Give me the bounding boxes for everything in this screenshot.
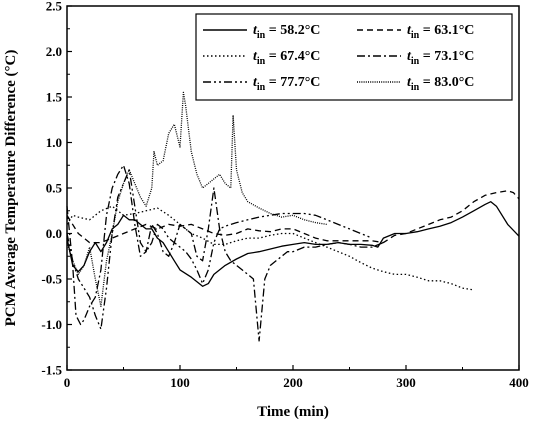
y-tick-label: 1.5	[46, 90, 63, 105]
series-layer	[66, 91, 520, 342]
legend-label: tin = 73.1°C	[407, 49, 474, 67]
series-line-5	[66, 169, 373, 330]
series-line-1	[66, 201, 520, 287]
x-tick-label: 400	[509, 375, 529, 390]
y-tick-label: -1.0	[41, 317, 62, 332]
legend-label: tin = 83.0°C	[407, 75, 474, 93]
series-line-6	[66, 91, 328, 307]
x-tick-label: 200	[283, 375, 303, 390]
y-tick-label: 0.5	[46, 181, 63, 196]
legend-box	[195, 13, 513, 101]
legend-label: tin = 67.4°C	[253, 49, 320, 67]
y-axis: -1.5 -1.0 -0.5 0.0 0.5 1.0 1.5 2.0 2.5	[41, 0, 72, 378]
x-tick-label: 300	[396, 375, 416, 390]
y-tick-label: 1.0	[46, 135, 62, 150]
series-line-2	[66, 190, 520, 244]
y-tick-label: 2.5	[46, 0, 63, 14]
x-tick-label: 100	[170, 375, 190, 390]
y-tick-label: -1.5	[41, 363, 62, 378]
series-line-4	[66, 164, 384, 342]
legend-label: tin = 77.7°C	[253, 75, 320, 93]
legend-label: tin = 58.2°C	[253, 23, 320, 41]
x-tick-label: 0	[64, 375, 71, 390]
y-tick-label: -0.5	[41, 272, 62, 287]
legend-label: tin = 63.1°C	[407, 23, 474, 41]
x-axis-title: Time (min)	[257, 404, 329, 420]
y-tick-label: 2.0	[46, 44, 62, 59]
y-tick-label: 0.0	[46, 226, 62, 241]
legend: tin = 58.2°C tin = 63.1°C tin = 67.4°C tin …	[195, 13, 513, 101]
x-axis: 0 100 200 300 400	[64, 365, 529, 390]
y-axis-title: PCM Average Temperature Difference (°C)	[3, 50, 19, 327]
